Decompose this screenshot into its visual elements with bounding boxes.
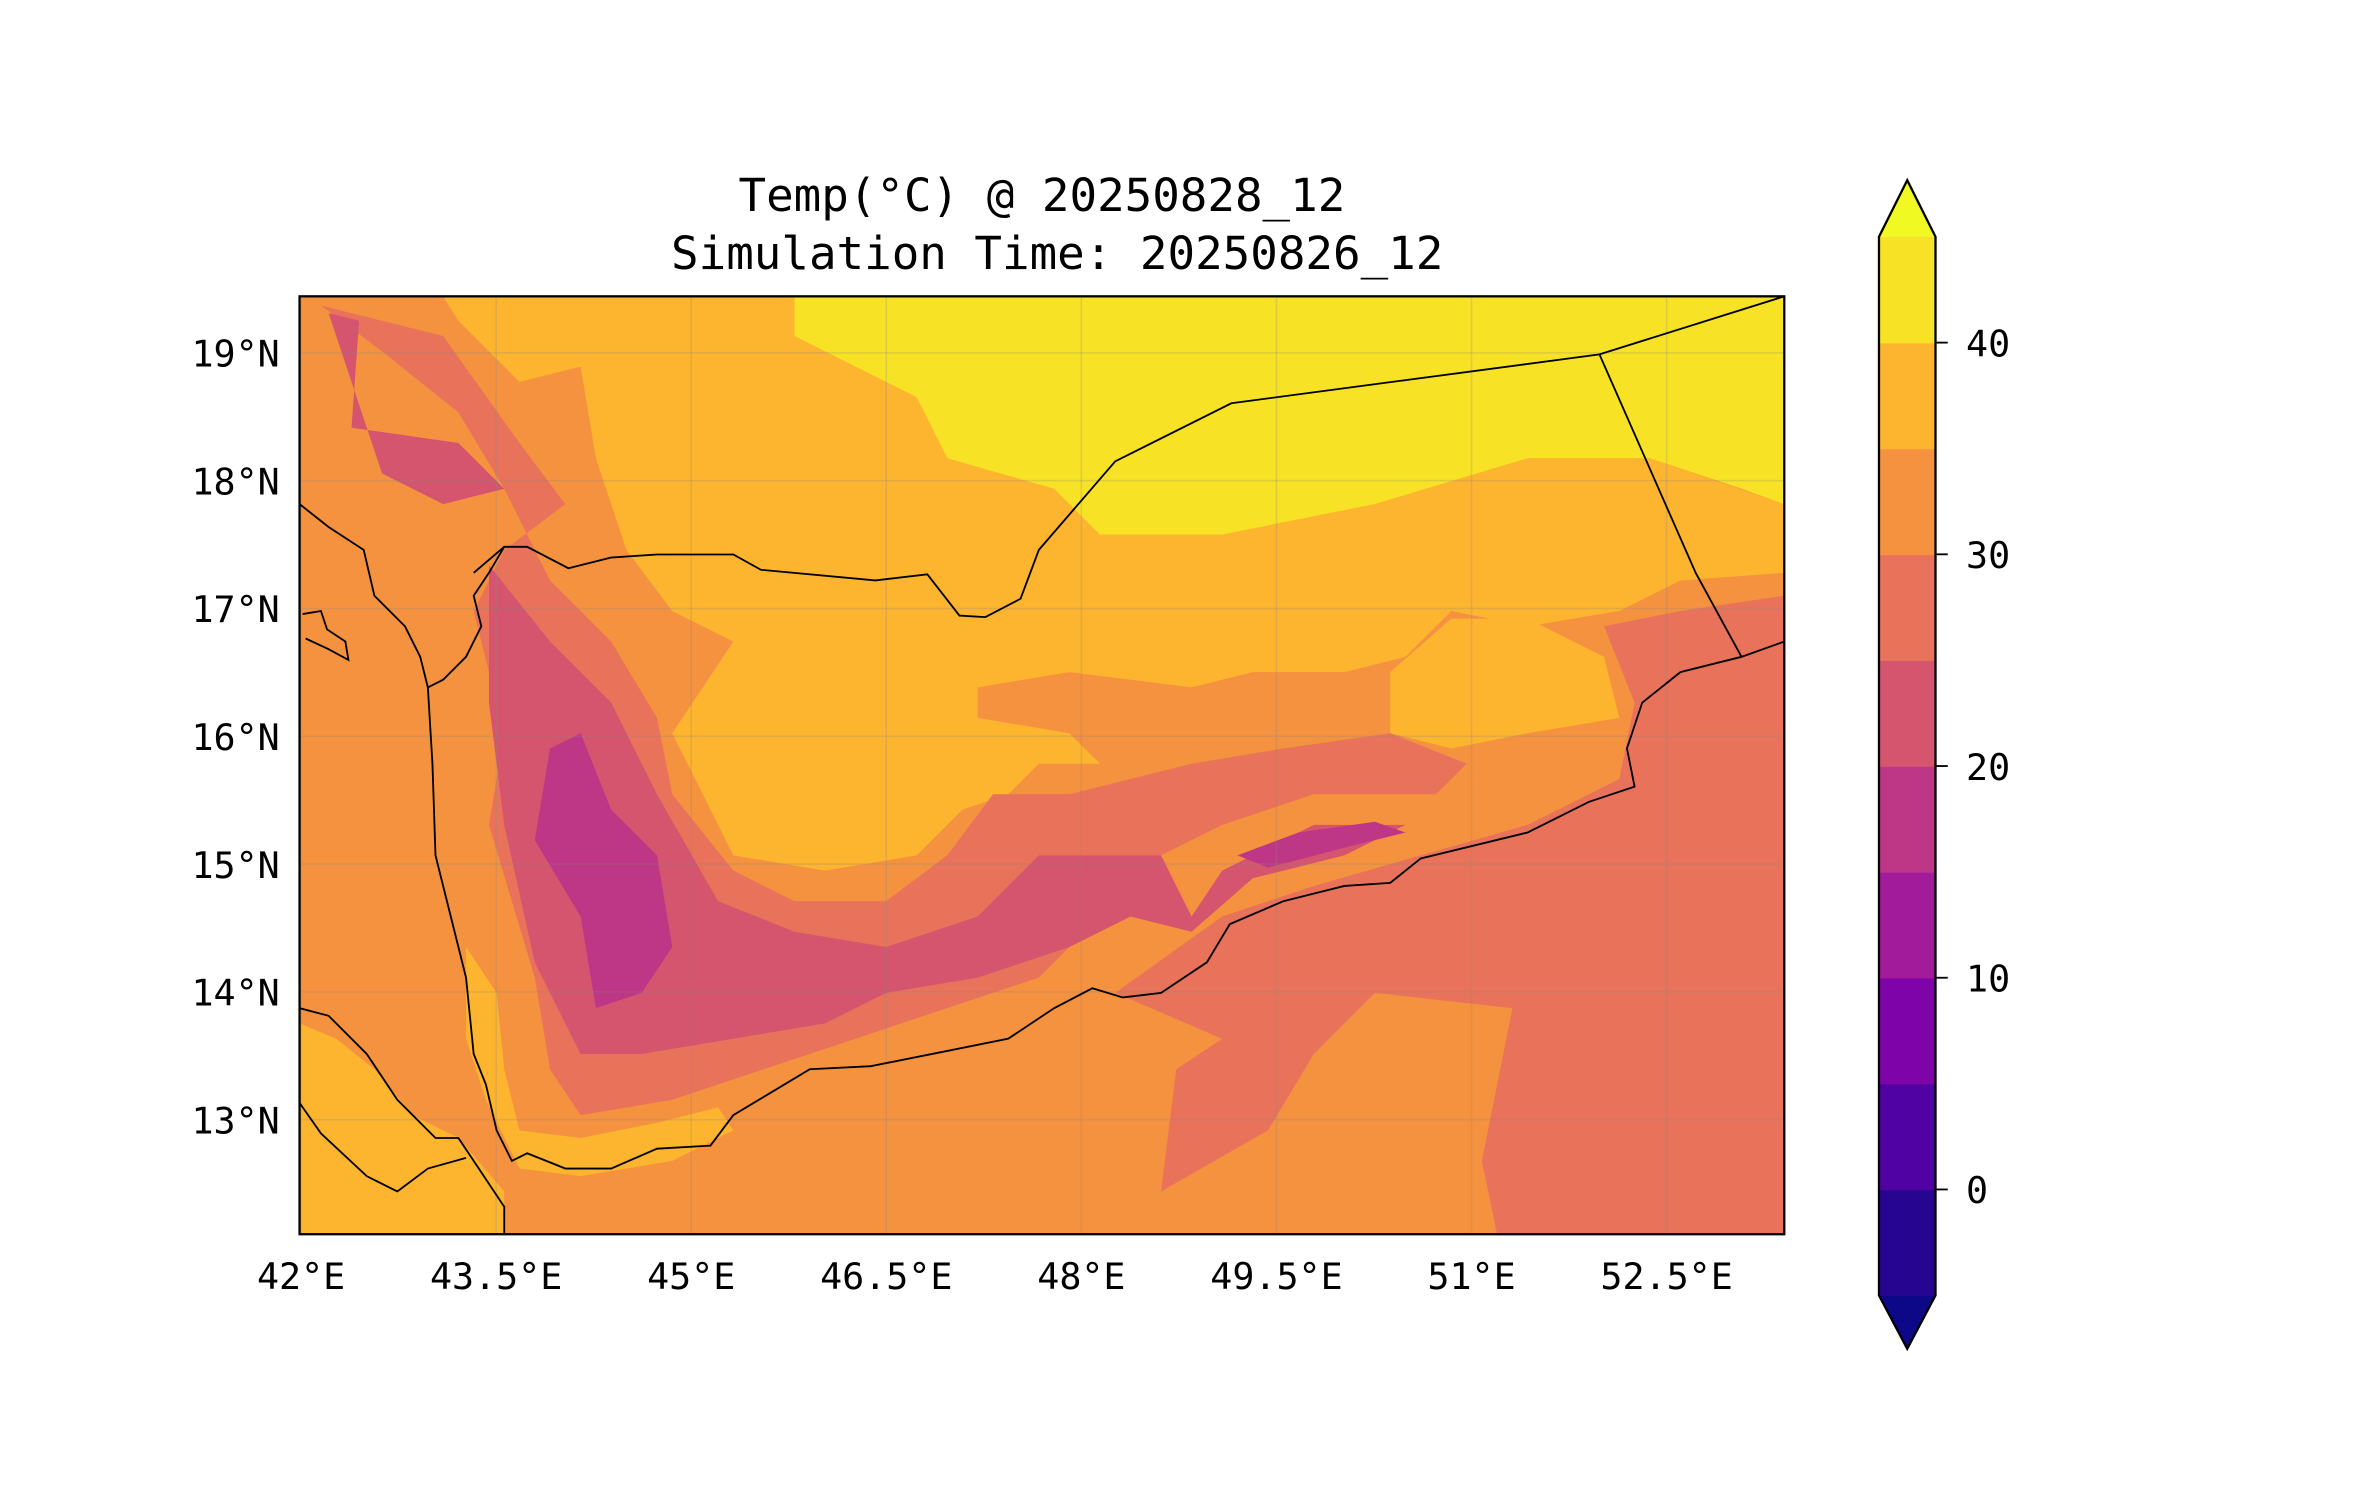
- colorbar-band: [1878, 660, 1936, 767]
- x-axis: 42°E 43.5°E 45°E 46.5°E 48°E 49.5°E 51°E 52.5°E: [257, 1255, 1733, 1298]
- gridlines: [299, 296, 1785, 1235]
- band-20-25-nw: [328, 313, 505, 505]
- band-15-20-east: [1237, 821, 1406, 868]
- x-tick-label: 42°E: [257, 1255, 345, 1298]
- colorbar-band: [1878, 448, 1936, 556]
- y-tick-label: 17°N: [191, 588, 279, 631]
- borders-coastlines: [299, 296, 1785, 1235]
- colorbar-band: [1878, 977, 1936, 1085]
- colorbar: 0 10 20 30 40: [1877, 177, 2010, 1352]
- colorbar-outline: [1877, 177, 1937, 1352]
- band-25-30-east: [1115, 595, 1785, 1235]
- colorbar-tick-label: 30: [1966, 534, 2010, 577]
- red-sea-arabian-coast: [299, 503, 429, 688]
- y-tick-label: 16°N: [191, 716, 279, 759]
- colorbar-tick-label: 20: [1966, 746, 2010, 789]
- x-tick-label: 52.5°E: [1600, 1255, 1732, 1298]
- saudi-yemen-border: [473, 296, 1785, 619]
- colorbar-band: [1878, 342, 1936, 450]
- chart-subtitle: Simulation Time: 20250826_12: [671, 226, 1443, 280]
- plot-frame: [298, 295, 1786, 1236]
- y-tick-label: 13°N: [191, 1099, 279, 1142]
- band-20-25: [488, 565, 1406, 1054]
- colorbar-tick-label: 10: [1966, 957, 2010, 1000]
- colorbar-band: [1878, 871, 1936, 979]
- band-35-40-central: [443, 296, 1785, 871]
- y-tick-label: 15°N: [191, 844, 279, 887]
- colorbar-over-extension: [1878, 180, 1936, 237]
- oman-border: [1598, 354, 1743, 658]
- yemen-south-coast: [426, 546, 1785, 1170]
- y-axis: 13°N 14°N 15°N 16°N 17°N 18°N 19°N: [191, 333, 279, 1143]
- colorbar-band: [1878, 554, 1936, 661]
- x-tick-label: 48°E: [1037, 1255, 1125, 1298]
- colorbar-band: [1878, 1083, 1936, 1191]
- colorbar-band: [1878, 236, 1936, 344]
- y-tick-label: 18°N: [191, 460, 279, 503]
- colorbar-under-extension: [1878, 1295, 1936, 1349]
- djibouti-coast: [299, 1102, 467, 1193]
- eritrea-coast: [299, 1007, 506, 1235]
- y-tick-label: 14°N: [191, 972, 279, 1015]
- band-40-45-north: [794, 296, 1785, 535]
- band-35-40-east: [1390, 618, 1620, 749]
- x-tick-label: 51°E: [1427, 1255, 1515, 1298]
- farasan-islands: [302, 609, 350, 662]
- colorbar-band: [1878, 1189, 1936, 1297]
- x-tick-label: 45°E: [647, 1255, 735, 1298]
- colorbar-band: [1878, 766, 1936, 873]
- x-tick-label: 46.5°E: [820, 1255, 952, 1298]
- band-35-40-africa: [299, 1023, 505, 1235]
- colorbar-tick-label: 40: [1966, 322, 2010, 365]
- y-tick-label: 19°N: [191, 333, 279, 376]
- band-15-20: [534, 733, 673, 1009]
- x-tick-label: 49.5°E: [1210, 1255, 1342, 1298]
- x-tick-label: 43.5°E: [430, 1255, 562, 1298]
- temperature-field: [299, 296, 1785, 1235]
- chart-title: Temp(°C) @ 20250828_12: [739, 168, 1346, 222]
- colorbar-tick-label: 0: [1966, 1169, 1988, 1212]
